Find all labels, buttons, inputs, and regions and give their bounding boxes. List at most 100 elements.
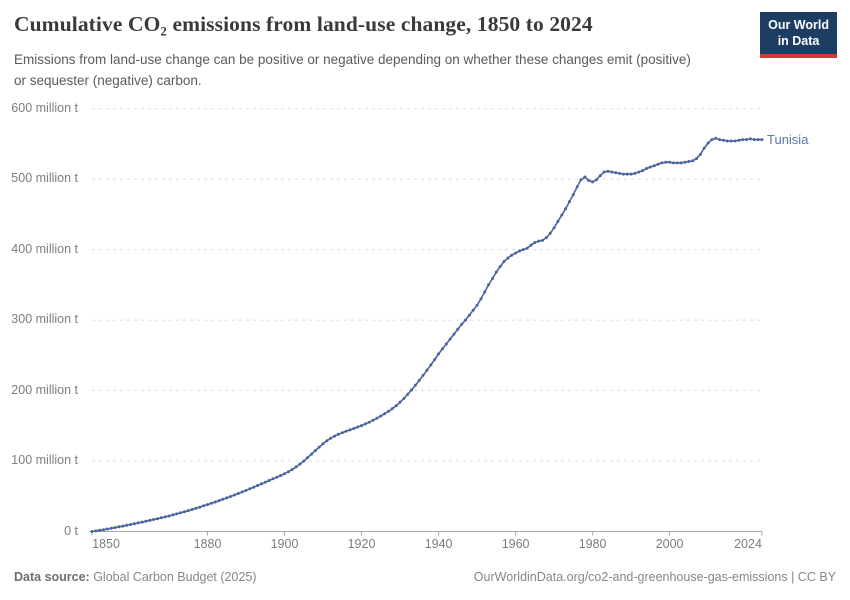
data-point-marker <box>336 432 340 436</box>
data-point-marker <box>687 160 691 163</box>
data-point-marker <box>109 526 113 530</box>
data-point-marker <box>217 499 221 503</box>
data-point-marker <box>514 251 518 255</box>
chart-title: Cumulative CO₂ emissions from land-use c… <box>14 12 593 36</box>
data-point-marker <box>583 175 587 179</box>
data-point-marker <box>752 138 756 142</box>
data-point-marker <box>360 424 363 428</box>
data-point-marker <box>487 283 491 287</box>
data-point-marker <box>313 449 317 453</box>
data-point-marker <box>745 138 749 142</box>
y-axis-label: 100 million t <box>11 453 78 468</box>
x-axis-label: 2000 <box>655 537 684 551</box>
data-point-marker <box>259 482 263 486</box>
data-point-marker <box>190 508 194 511</box>
data-point-marker <box>552 226 556 230</box>
data-point-marker <box>175 512 179 516</box>
data-point-marker <box>252 485 256 489</box>
data-point-marker <box>691 159 695 163</box>
data-point-marker <box>695 157 698 161</box>
data-point-marker <box>98 528 102 532</box>
data-point-marker <box>587 179 591 182</box>
x-axis-label: 1920 <box>347 537 376 551</box>
data-point-marker <box>733 139 737 143</box>
data-point-marker <box>171 513 175 517</box>
owid-logo-line2: in Data <box>777 34 820 49</box>
data-point-marker <box>105 527 109 531</box>
data-point-marker <box>225 496 229 500</box>
data-point-marker <box>163 515 167 519</box>
data-point-marker <box>498 265 502 268</box>
data-point-marker <box>529 243 533 247</box>
x-axis-label: 1850 <box>92 537 120 551</box>
series-entity-label[interactable]: Tunisia <box>767 131 809 147</box>
data-point-marker <box>656 162 660 166</box>
data-point-marker <box>675 161 679 165</box>
data-point-marker <box>156 517 159 521</box>
data-point-marker <box>660 161 664 165</box>
y-axis-label: 0 t <box>64 523 78 538</box>
data-point-marker <box>556 219 560 223</box>
data-point-marker <box>629 172 633 176</box>
data-point-marker <box>125 523 129 527</box>
data-point-marker <box>741 138 745 142</box>
data-point-marker <box>444 342 448 346</box>
data-point-marker <box>664 160 668 164</box>
x-axis-label: 1880 <box>193 537 222 551</box>
data-point-marker <box>294 465 298 469</box>
data-point-marker <box>179 511 183 515</box>
y-axis-label: 400 million t <box>11 241 78 256</box>
data-point-marker <box>537 239 541 243</box>
data-point-marker <box>510 253 514 257</box>
data-point-marker <box>363 422 367 426</box>
line-series[interactable] <box>91 137 762 533</box>
data-point-marker <box>671 161 675 165</box>
data-point-marker <box>471 308 475 312</box>
data-point-marker <box>132 522 136 526</box>
data-point-marker <box>233 493 236 497</box>
data-point-marker <box>594 178 598 182</box>
data-point-marker <box>206 503 209 507</box>
data-point-marker <box>344 429 348 433</box>
owid-logo[interactable]: Our World in Data <box>760 12 837 58</box>
data-point-marker <box>756 138 760 142</box>
data-point-marker <box>209 501 213 505</box>
data-point-marker <box>610 170 614 174</box>
data-point-marker <box>267 479 271 482</box>
data-point-marker <box>702 146 706 150</box>
data-point-marker <box>460 322 464 326</box>
data-point-marker <box>506 256 510 260</box>
data-point-marker <box>760 138 764 142</box>
data-point-marker <box>221 497 225 501</box>
y-axis-label: 500 million t <box>11 171 78 186</box>
data-point-marker <box>102 528 106 532</box>
data-point-marker <box>421 373 425 377</box>
data-point-marker <box>387 409 390 413</box>
data-point-marker <box>117 525 121 529</box>
data-point-marker <box>433 358 437 361</box>
data-point-marker <box>256 484 260 487</box>
data-point-marker <box>410 388 414 392</box>
data-point-marker <box>329 436 333 440</box>
data-point-marker <box>129 523 132 526</box>
data-point-marker <box>279 474 283 477</box>
data-point-marker <box>140 520 144 524</box>
data-point-marker <box>483 290 487 294</box>
data-point-marker <box>560 213 564 217</box>
data-point-marker <box>652 164 656 168</box>
x-axis-label: 1960 <box>501 537 530 551</box>
data-point-marker <box>159 516 163 520</box>
canonical-url[interactable]: OurWorldinData.org/co2-and-greenhouse-ga… <box>473 570 836 584</box>
data-point-marker <box>517 249 521 253</box>
data-point-marker <box>621 172 625 176</box>
data-point-marker <box>598 174 602 178</box>
data-point-marker <box>679 161 683 165</box>
data-point-marker <box>452 332 456 336</box>
data-point-marker <box>352 427 356 430</box>
data-point-marker <box>548 231 552 235</box>
chart-subtitle: Emissions from land-use change can be po… <box>14 52 691 88</box>
data-point-marker <box>541 238 544 242</box>
data-point-marker <box>340 431 344 435</box>
